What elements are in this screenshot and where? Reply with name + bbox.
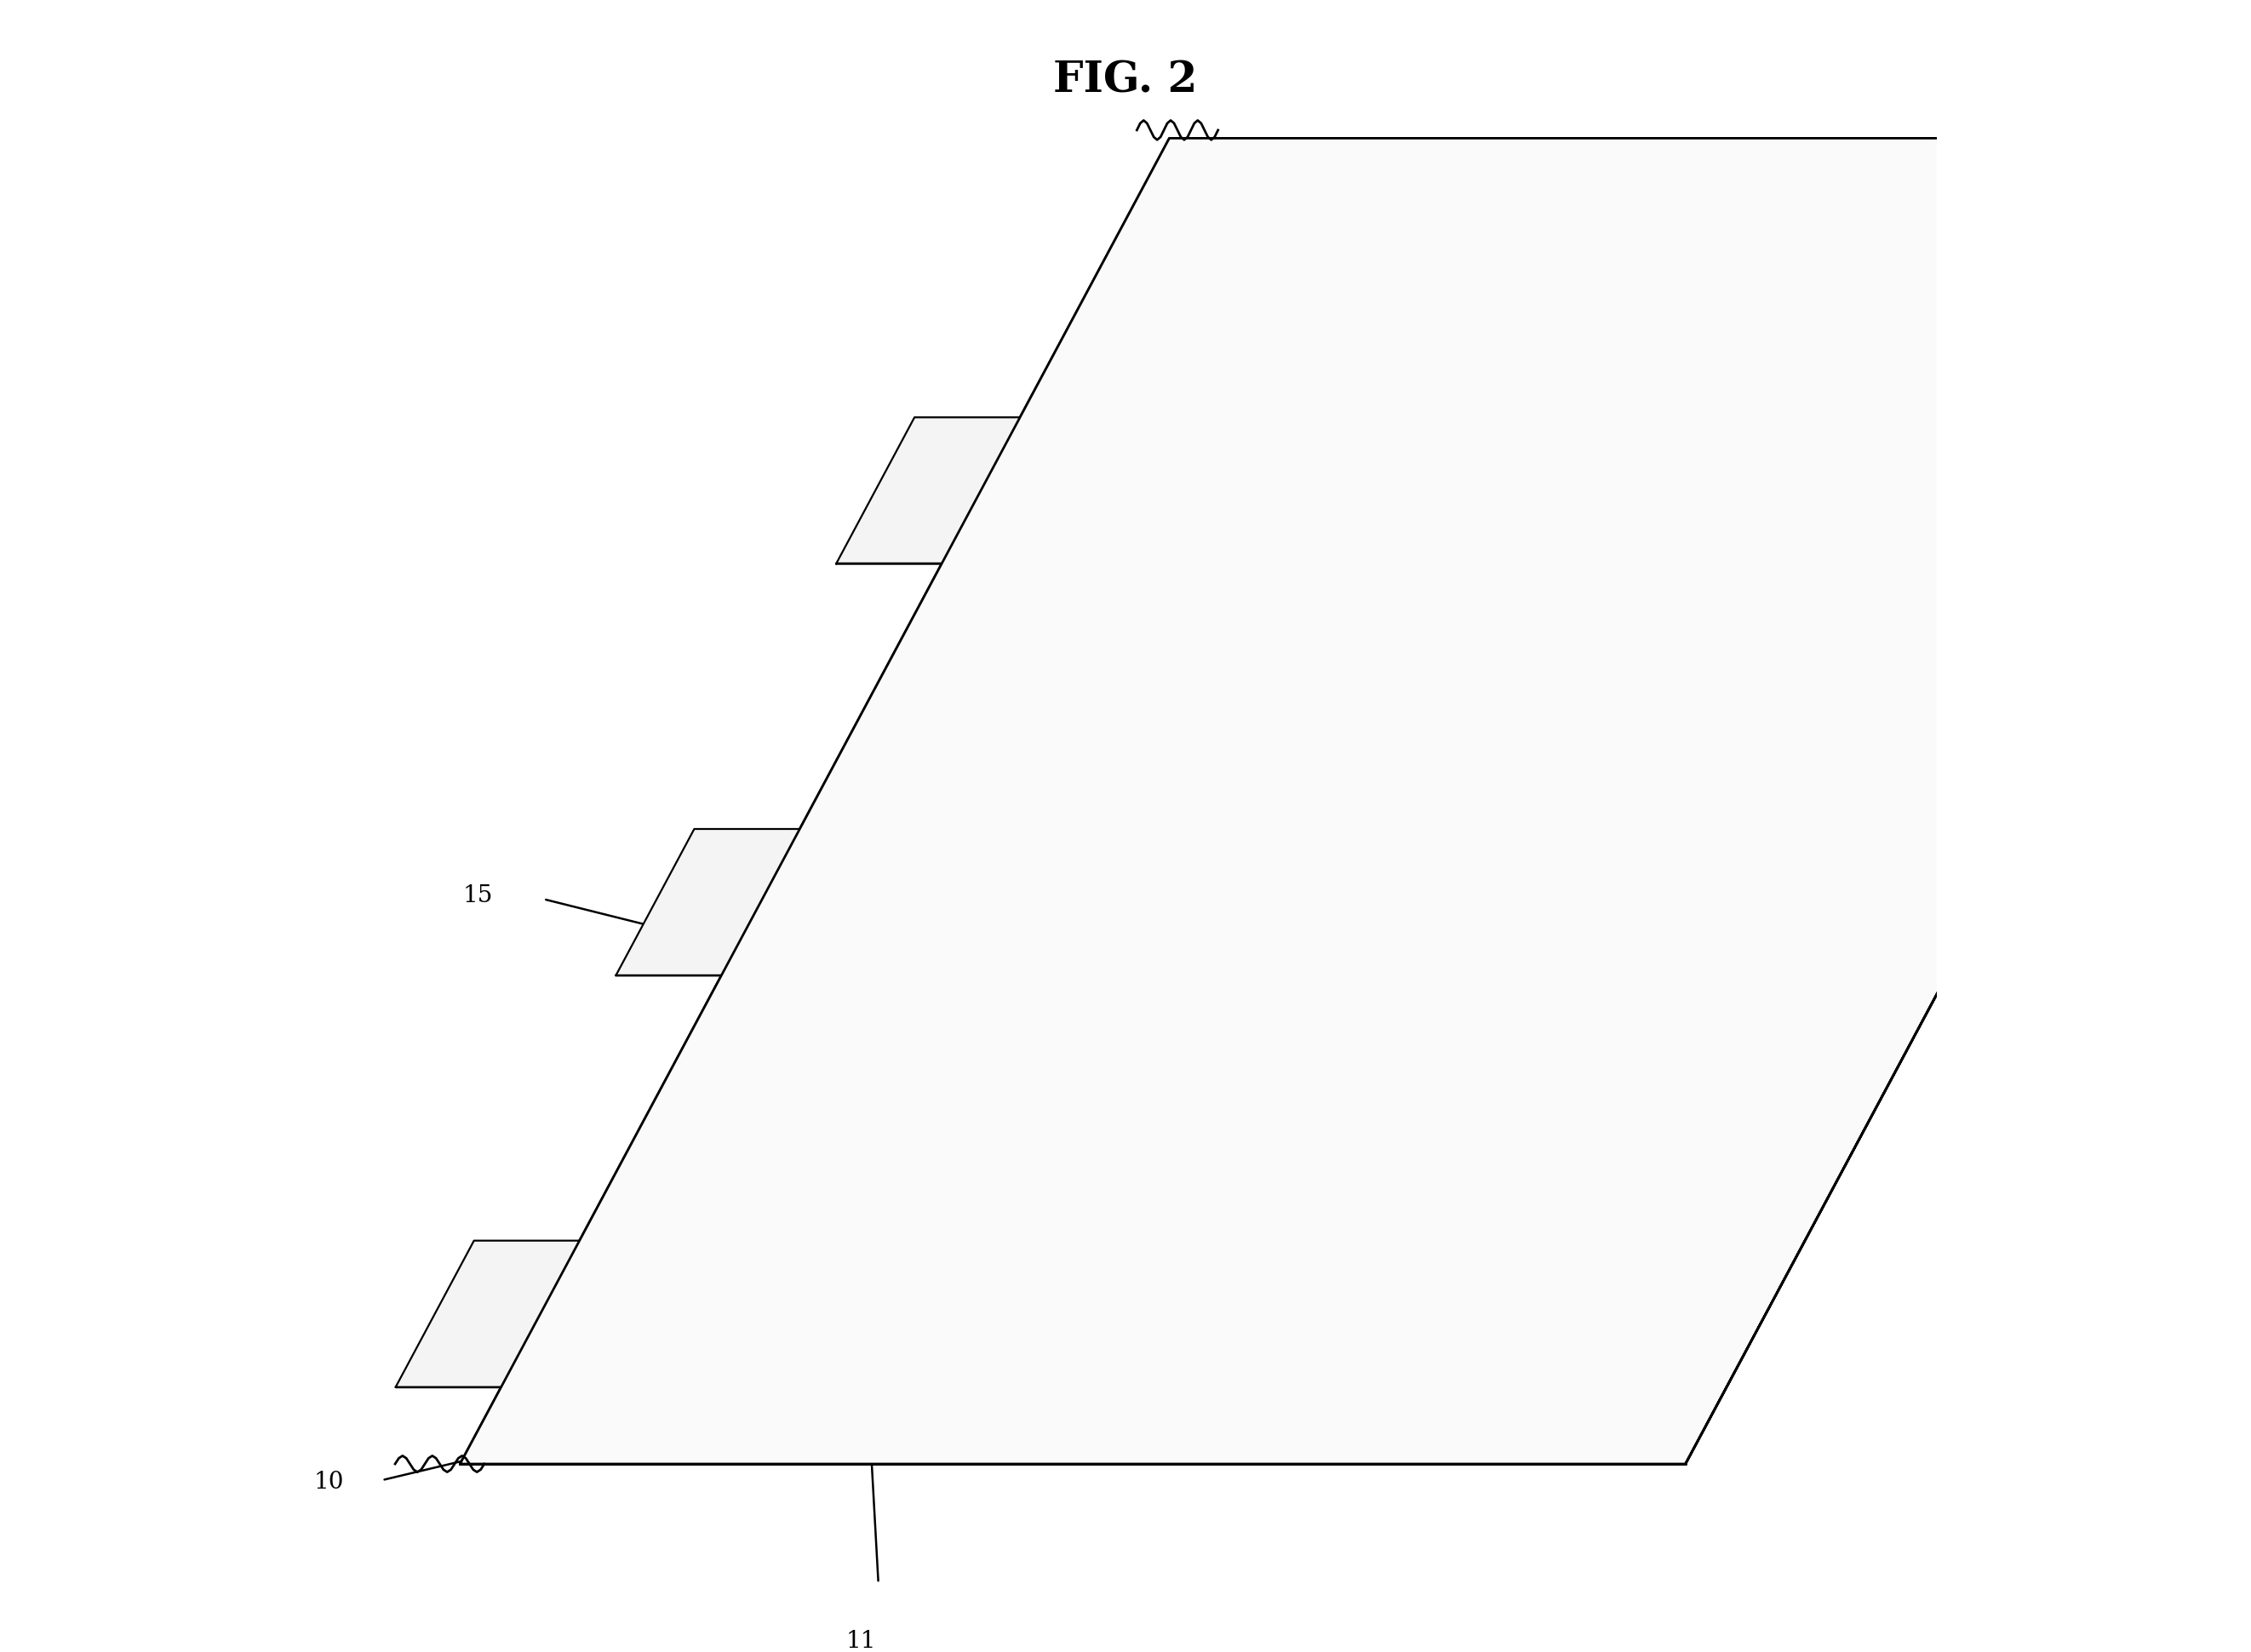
Polygon shape <box>459 139 2251 1464</box>
Polygon shape <box>1159 418 1238 563</box>
Polygon shape <box>1490 1241 1672 1388</box>
Polygon shape <box>1686 139 2251 1464</box>
Polygon shape <box>1378 418 1456 563</box>
Polygon shape <box>718 1241 797 1388</box>
Polygon shape <box>1272 829 1454 975</box>
Polygon shape <box>1375 1241 1454 1388</box>
Polygon shape <box>939 829 1017 975</box>
Polygon shape <box>1929 418 2114 563</box>
Polygon shape <box>1709 829 1893 975</box>
Polygon shape <box>1594 1241 1672 1388</box>
Polygon shape <box>617 829 1913 975</box>
Polygon shape <box>1596 829 1675 975</box>
Polygon shape <box>936 1241 1015 1388</box>
Polygon shape <box>2055 418 2134 563</box>
Polygon shape <box>572 139 1387 1464</box>
Polygon shape <box>833 1241 1015 1388</box>
Polygon shape <box>1229 139 2044 1464</box>
Text: 11: 11 <box>846 1631 876 1652</box>
Polygon shape <box>1270 1241 1454 1388</box>
Polygon shape <box>1051 1241 1236 1388</box>
Polygon shape <box>1835 829 1913 975</box>
Polygon shape <box>2035 418 2114 563</box>
Polygon shape <box>1378 829 1454 975</box>
Polygon shape <box>1053 418 1238 563</box>
Polygon shape <box>612 1241 797 1388</box>
Polygon shape <box>1553 139 2251 1464</box>
Text: FIG. 2: FIG. 2 <box>1053 61 1198 102</box>
Polygon shape <box>459 139 2251 1464</box>
Text: DEVICE: DEVICE <box>1279 1260 1519 1444</box>
Polygon shape <box>1011 139 1826 1464</box>
Polygon shape <box>1614 1241 1693 1388</box>
Polygon shape <box>396 1241 1693 1388</box>
Polygon shape <box>1490 829 1675 975</box>
Polygon shape <box>1157 829 1236 975</box>
Polygon shape <box>1272 418 1456 563</box>
Polygon shape <box>1814 829 1893 975</box>
Polygon shape <box>1051 829 1236 975</box>
Polygon shape <box>1817 418 1895 563</box>
Text: 15: 15 <box>461 884 493 907</box>
Polygon shape <box>1711 418 1895 563</box>
Polygon shape <box>1596 418 1675 563</box>
Polygon shape <box>1157 1241 1236 1388</box>
Polygon shape <box>1335 139 2044 1464</box>
Polygon shape <box>1114 139 1826 1464</box>
Polygon shape <box>790 139 1605 1464</box>
Polygon shape <box>678 139 1387 1464</box>
Polygon shape <box>835 418 2134 563</box>
Polygon shape <box>1636 139 2251 1464</box>
Polygon shape <box>896 139 1605 1464</box>
Polygon shape <box>1492 418 1675 563</box>
Polygon shape <box>833 829 1017 975</box>
Polygon shape <box>1447 139 2251 1464</box>
Text: 10: 10 <box>313 1470 344 1493</box>
